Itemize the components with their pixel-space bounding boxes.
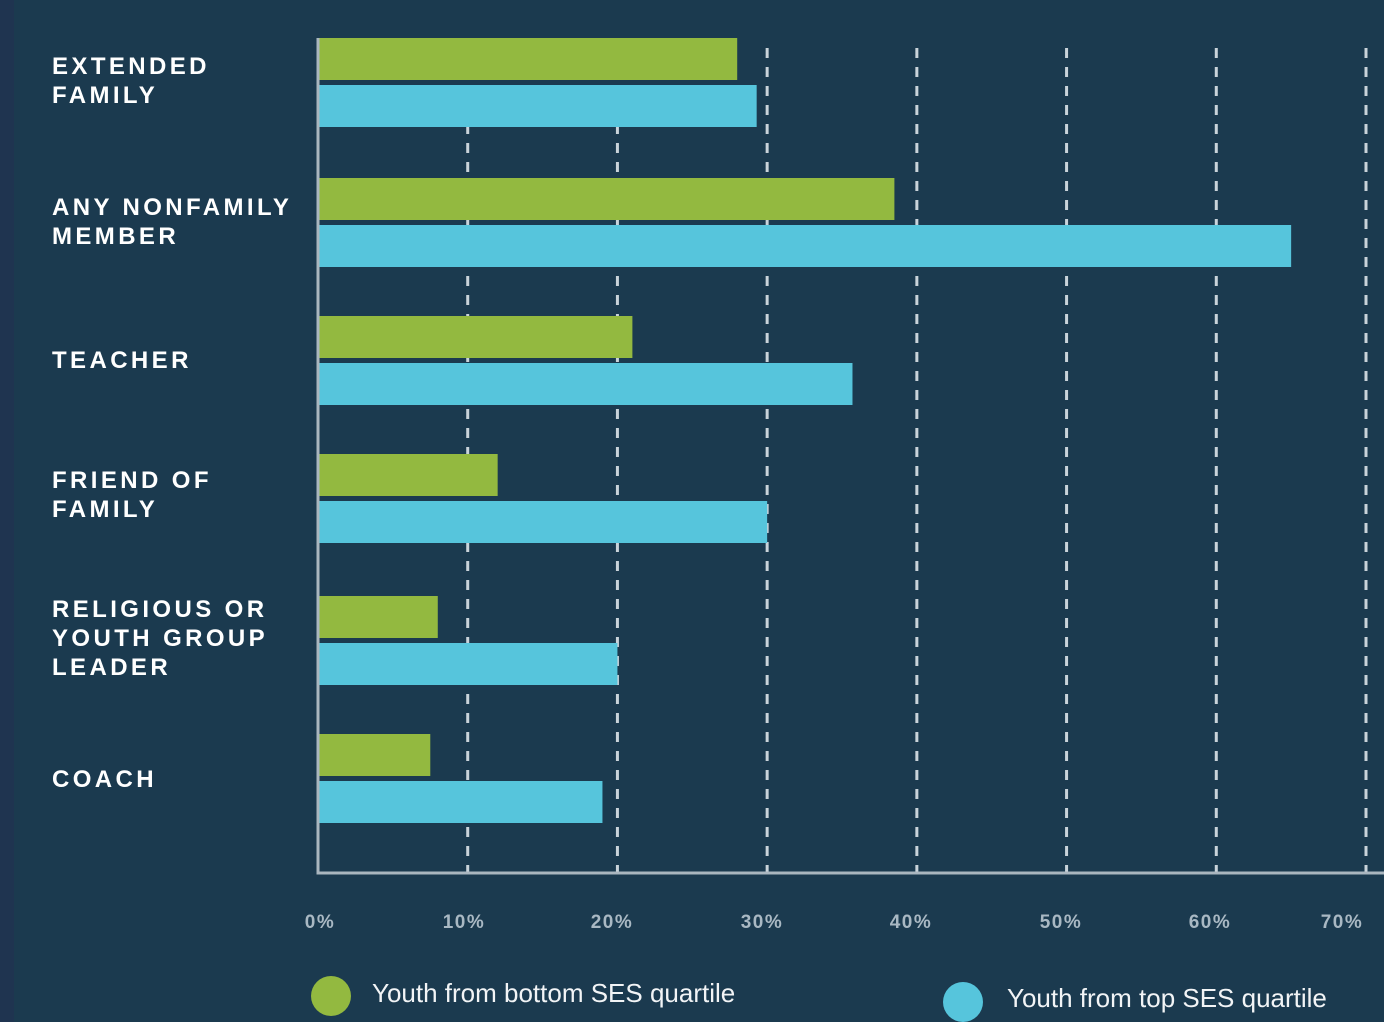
legend-swatch-top-ses [943,982,983,1022]
category-label-extended-family: EXTENDED FAMILY [52,53,210,109]
category-label-religious-youth-group-leader: RELIGIOUS OR YOUTH GROUP LEADER [52,596,269,681]
bar-bottom-ses [318,454,498,496]
category-label-any-nonfamily-member: ANY NONFAMILY MEMBER [52,194,293,250]
category-label-teacher: TEACHER [52,347,192,374]
legend-label-top-ses: Youth from top SES quartile [1007,983,1327,1013]
x-tick-label: 50% [1039,912,1083,933]
legend-label-bottom-ses: Youth from bottom SES quartile [372,978,736,1008]
bar-bottom-ses [318,596,438,638]
category-label-friend-of-family: FRIEND OF FAMILY [52,467,212,523]
bar-bottom-ses [318,38,738,80]
legend-swatch-bottom-ses [311,976,351,1016]
bar-top-ses [318,363,853,405]
x-tick-label: 30% [740,912,784,933]
bar-top-ses [318,643,618,685]
x-tick-label: 60% [1188,912,1232,933]
x-tick-label: 10% [442,912,486,933]
x-tick-label: 70% [1320,912,1364,933]
left-edge-strip [0,0,14,1022]
x-tick-label: 20% [590,912,634,933]
category-label-coach: COACH [52,766,157,793]
bar-bottom-ses [318,316,633,358]
bar-top-ses [318,501,768,543]
bar-top-ses [318,225,1292,267]
x-tick-label: 0% [304,912,336,933]
x-tick-label: 40% [889,912,933,933]
bar-bottom-ses [318,734,431,776]
bar-top-ses [318,85,757,127]
bar-bottom-ses [318,178,895,220]
bar-top-ses [318,781,603,823]
